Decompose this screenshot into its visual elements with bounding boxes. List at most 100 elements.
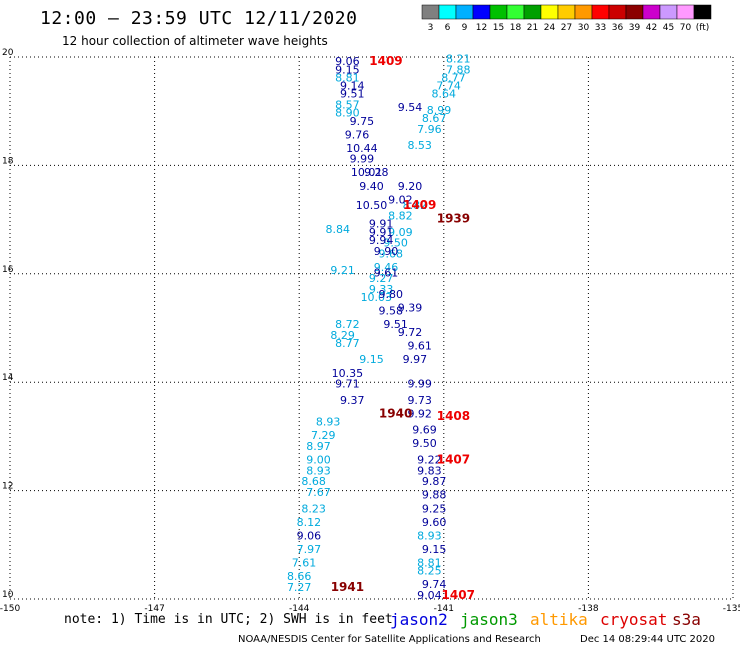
wave-height-label: 8.23 xyxy=(301,502,326,515)
wave-height-label: 10.50 xyxy=(356,199,388,212)
satellite-jason2: jason2 xyxy=(390,610,448,629)
wave-height-label: 9.80 xyxy=(379,288,404,301)
x-tick-label: -135 xyxy=(723,604,740,614)
color-scale-label: 30 xyxy=(578,23,590,33)
wave-height-label: 10.01 xyxy=(351,166,383,179)
color-swatch xyxy=(659,4,678,20)
pass-time-label: 1408 xyxy=(437,409,470,423)
y-tick-label: 18 xyxy=(2,156,14,166)
wave-height-label: 9.00 xyxy=(306,454,331,467)
color-swatch xyxy=(608,4,627,20)
wave-height-label: 7.88 xyxy=(446,63,471,76)
wave-height-label: 10.35 xyxy=(332,367,364,380)
wave-height-label: 9.99 xyxy=(350,153,375,166)
wave-height-label: 9.88 xyxy=(422,489,447,502)
page-title: 12:00 – 23:59 UTC 12/11/2020 xyxy=(40,8,358,29)
color-scale-label: 27 xyxy=(561,23,572,33)
wave-height-label: 7.97 xyxy=(297,543,322,556)
color-scale-label: 24 xyxy=(544,23,556,33)
wave-height-label: 9.90 xyxy=(374,245,399,258)
wave-height-label: 8.66 xyxy=(287,570,312,583)
wave-height-label: 8.93 xyxy=(316,416,341,429)
wave-height-label: 8.57 xyxy=(335,98,360,111)
wave-height-label: 9.15 xyxy=(359,353,384,366)
pass-time-label: 1407 xyxy=(442,588,475,602)
color-swatch xyxy=(438,4,457,20)
y-tick-label: 20 xyxy=(2,48,14,58)
wave-height-label: 8.81 xyxy=(417,556,442,569)
wave-height-label: 9.54 xyxy=(398,101,423,114)
wave-height-label: 9.50 xyxy=(383,237,408,250)
wave-height-label: 8.64 xyxy=(432,88,457,101)
x-tick-label: -138 xyxy=(578,604,599,614)
y-tick-label: 10 xyxy=(2,590,14,600)
wave-height-label: 8.93 xyxy=(417,529,442,542)
color-scale-label: 6 xyxy=(445,23,451,33)
wave-height-label: 9.40 xyxy=(359,180,384,193)
wave-height-label: 8.67 xyxy=(422,112,447,125)
satellite-s3a: s3a xyxy=(672,610,701,629)
x-tick-label: -144 xyxy=(289,604,310,614)
x-tick-label: -150 xyxy=(0,604,20,614)
satellite-jason3: jason3 xyxy=(460,610,518,629)
wave-height-label: 9.61 xyxy=(407,340,432,353)
wave-height-label: 8.12 xyxy=(297,516,322,529)
wave-height-label: 9.02 xyxy=(388,193,413,206)
wave-height-label: 7.61 xyxy=(292,556,317,569)
color-swatch xyxy=(625,4,644,20)
wave-height-label: 9.68 xyxy=(379,248,404,261)
pass-time-label: 1409 xyxy=(369,54,402,68)
color-swatch xyxy=(421,4,440,20)
x-axis-ticks: -150 -147 -144 -141 -138 -135 xyxy=(0,604,740,614)
wave-height-label: 9.83 xyxy=(417,464,442,477)
wave-height-label: 9.15 xyxy=(422,543,447,556)
wave-height-label: 8.29 xyxy=(330,329,355,342)
wave-height-label: 9.97 xyxy=(403,353,428,366)
color-scale-label: 70 xyxy=(680,23,692,33)
wave-height-label: 7.74 xyxy=(436,80,461,93)
wave-height-label: 8.99 xyxy=(427,104,452,117)
color-swatch xyxy=(557,4,576,20)
credit-text: NOAA/NESDIS Center for Satellite Applica… xyxy=(238,634,541,645)
wave-height-label: 7.29 xyxy=(311,429,336,442)
wave-height-label: 8.68 xyxy=(301,475,326,488)
wave-height-label: 8.53 xyxy=(407,139,432,152)
color-scale-label: 15 xyxy=(493,23,504,33)
wave-height-label: 9.51 xyxy=(383,318,408,331)
color-swatch xyxy=(472,4,491,20)
wave-height-label: 9.33 xyxy=(369,283,394,296)
pass-time-label: 1407 xyxy=(437,453,470,467)
wave-height-label: 9.74 xyxy=(422,578,447,591)
color-scale: 3 6 9 12 15 18 21 24 27 30 33 36 39 42 45 70 (ft) xyxy=(421,4,712,33)
color-swatch xyxy=(523,4,542,20)
wave-height-label: 9.92 xyxy=(407,407,432,420)
wave-height-label: 8.25 xyxy=(417,565,442,578)
y-tick-label: 16 xyxy=(2,265,14,275)
wave-height-label: 8.77 xyxy=(441,71,466,84)
wave-height-label: 9.50 xyxy=(412,437,437,450)
pass-time-label: 1941 xyxy=(331,580,364,594)
color-swatch xyxy=(693,4,712,20)
wave-height-label: 9.91 xyxy=(369,226,394,239)
wave-height-label: 8.81 xyxy=(335,71,360,84)
wave-height-label: 9.99 xyxy=(407,378,432,391)
note-text: note: 1) Time is in UTC; 2) SWH is in fe… xyxy=(64,612,393,627)
wave-height-label: 9.14 xyxy=(340,80,365,93)
y-tick-label: 12 xyxy=(2,482,13,492)
wave-height-label: 8.93 xyxy=(306,464,331,477)
wave-height-label: 9.37 xyxy=(340,394,365,407)
wave-height-label: 8.21 xyxy=(446,52,471,65)
wave-height-label: 9.71 xyxy=(335,378,360,391)
wave-height-label: 9.28 xyxy=(364,166,389,179)
wave-height-label: 9.21 xyxy=(330,264,355,277)
satellite-cryosat: cryosat xyxy=(600,610,668,629)
color-scale-label: 18 xyxy=(510,23,522,33)
wave-height-label: 9.94 xyxy=(369,234,394,247)
wave-height-label: 9.58 xyxy=(379,304,404,317)
color-swatch xyxy=(540,4,559,20)
wave-height-label: 8.72 xyxy=(335,318,360,331)
grid-lines xyxy=(9,56,734,600)
wave-height-label: 7.67 xyxy=(306,486,331,499)
